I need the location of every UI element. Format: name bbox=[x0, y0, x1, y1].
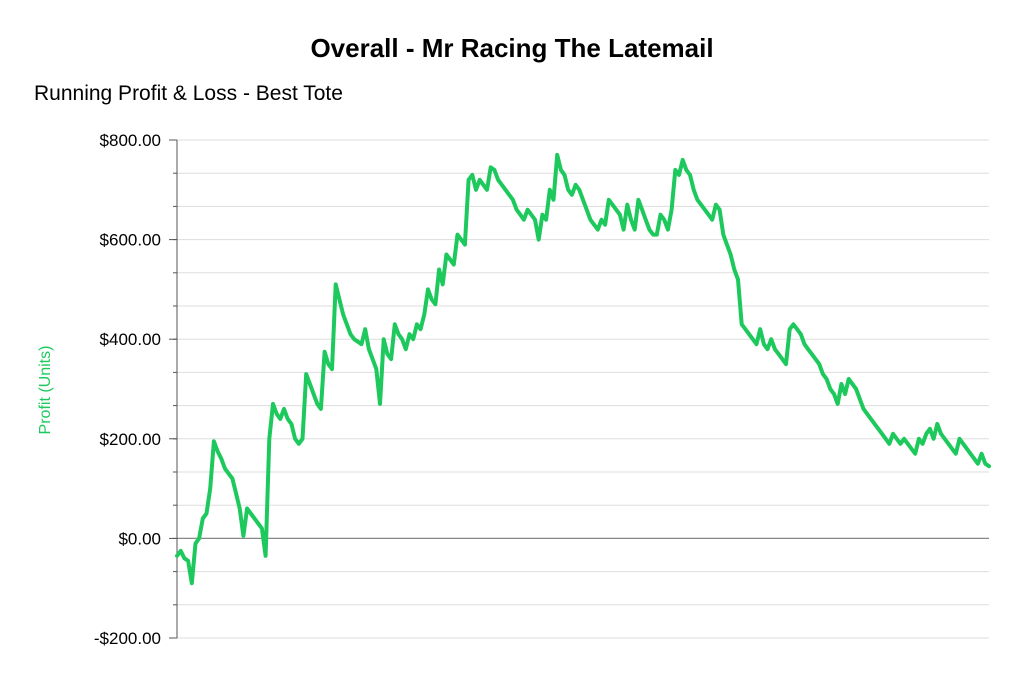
y-tick-label: $0.00 bbox=[118, 529, 161, 548]
chart-subtitle: Running Profit & Loss - Best Tote bbox=[34, 82, 343, 105]
y-tick-label: $200.00 bbox=[100, 430, 161, 449]
y-tick-label: $400.00 bbox=[100, 330, 161, 349]
y-tick-label: $600.00 bbox=[100, 231, 161, 250]
y-axis bbox=[169, 139, 178, 639]
y-tick-labels: -$200.00 $0.00 $200.00 $400.00 $600.00 $800.0… bbox=[94, 131, 161, 648]
chart-title: Overall - Mr Racing The Latemail bbox=[310, 33, 714, 63]
y-tick-label: -$200.00 bbox=[94, 629, 161, 648]
gridlines bbox=[177, 139, 989, 639]
series-lines bbox=[175, 152, 991, 586]
series-line bbox=[175, 152, 991, 586]
y-tick-label: $800.00 bbox=[100, 131, 161, 150]
